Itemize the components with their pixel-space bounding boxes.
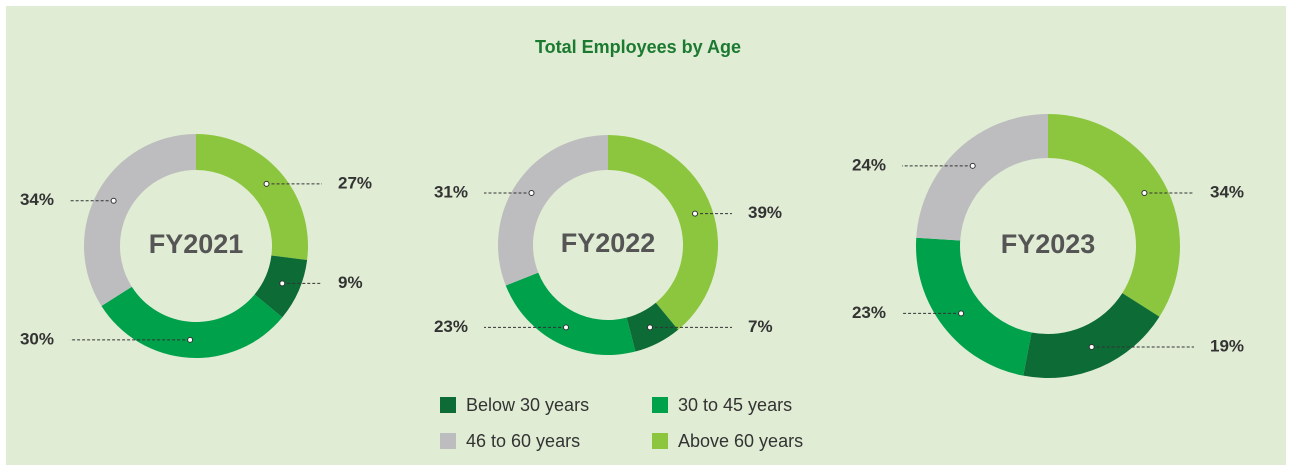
legend-swatch [440,433,456,449]
leader-dot [958,310,965,317]
pie-slice [916,237,1032,376]
legend-label: 30 to 45 years [678,395,792,415]
pie-slice [916,114,1048,241]
pie-slice [608,135,718,330]
leader-dot [110,197,117,204]
legend-label: Below 30 years [466,395,589,415]
chart-title: Total Employees by Age [535,37,741,57]
legend-label: 46 to 60 years [466,431,580,451]
legend-swatch [440,397,456,413]
data-label: 23% [434,317,468,336]
pie-slice [498,135,608,286]
leader-dot [1088,343,1095,350]
legend-label: Above 60 years [678,431,803,451]
leader-dot [646,324,653,331]
pie-slice [101,286,283,358]
data-label: 30% [20,329,54,348]
pie-slice [196,134,308,261]
leader-dot [528,190,535,197]
center-label: FY2023 [1001,229,1096,259]
pie-slice [1048,114,1180,317]
data-label: 9% [338,273,363,292]
pie-slice [505,272,636,355]
data-label: 27% [338,173,372,192]
data-label: 31% [434,182,468,201]
pie-slice [1023,293,1160,379]
leader-dot [563,324,570,331]
data-label: 19% [1210,336,1244,355]
leader-dot [279,280,286,287]
data-label: 34% [20,190,54,209]
data-label: 7% [748,317,773,336]
legend-swatch [652,397,668,413]
leader-dot [969,162,976,169]
data-label: 39% [748,203,782,222]
center-label: FY2022 [561,228,656,258]
leader-dot [1141,190,1148,197]
data-label: 34% [1210,182,1244,201]
pie-slice [254,255,308,318]
data-label: 23% [852,303,886,322]
leader-dot [263,180,270,187]
legend-swatch [652,433,668,449]
pie-slice [84,134,196,307]
leader-dot [692,210,699,217]
center-label: FY2021 [149,229,244,259]
leader-dot [187,336,194,343]
background [6,6,1286,465]
data-label: 24% [852,155,886,174]
